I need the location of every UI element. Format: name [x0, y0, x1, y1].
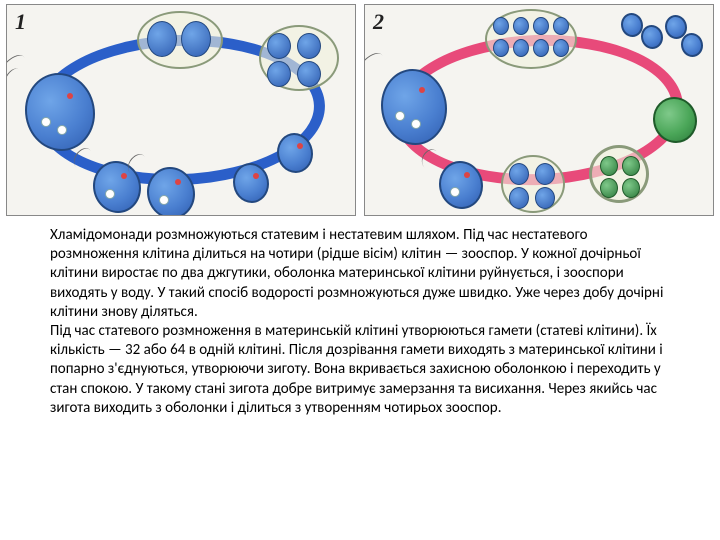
zoospore-free-2 — [233, 163, 269, 203]
mother-cell — [25, 73, 95, 151]
mother-cell-2 — [381, 69, 447, 145]
meiosis-cluster — [501, 155, 565, 213]
zoospore-cluster-4 — [259, 25, 339, 91]
dividing-cluster-top — [137, 11, 223, 69]
description-text: Хламідомонади розмножуються статевим і н… — [0, 218, 720, 418]
panel-1: 1 — [6, 4, 356, 216]
diagram-row: 1 — [0, 0, 720, 218]
daughter-cell-2 — [147, 167, 195, 216]
panel-2-label: 2 — [373, 9, 384, 35]
paragraph-1: Хламідомонади розмножуються статевим і н… — [50, 226, 670, 322]
zygote-germinating — [589, 145, 649, 203]
zoospore-free-1 — [277, 133, 313, 173]
gametangium — [485, 9, 577, 69]
paragraph-2: Під час статевого розмноження в материнс… — [50, 322, 670, 418]
zygote — [653, 97, 697, 143]
panel-1-label: 1 — [15, 9, 26, 35]
gamete-pair-4 — [681, 33, 703, 57]
young-cell — [439, 161, 483, 209]
panel-2: 2 — [364, 4, 714, 216]
gamete-pair-2 — [641, 25, 663, 49]
gamete-pair-1 — [621, 13, 643, 37]
